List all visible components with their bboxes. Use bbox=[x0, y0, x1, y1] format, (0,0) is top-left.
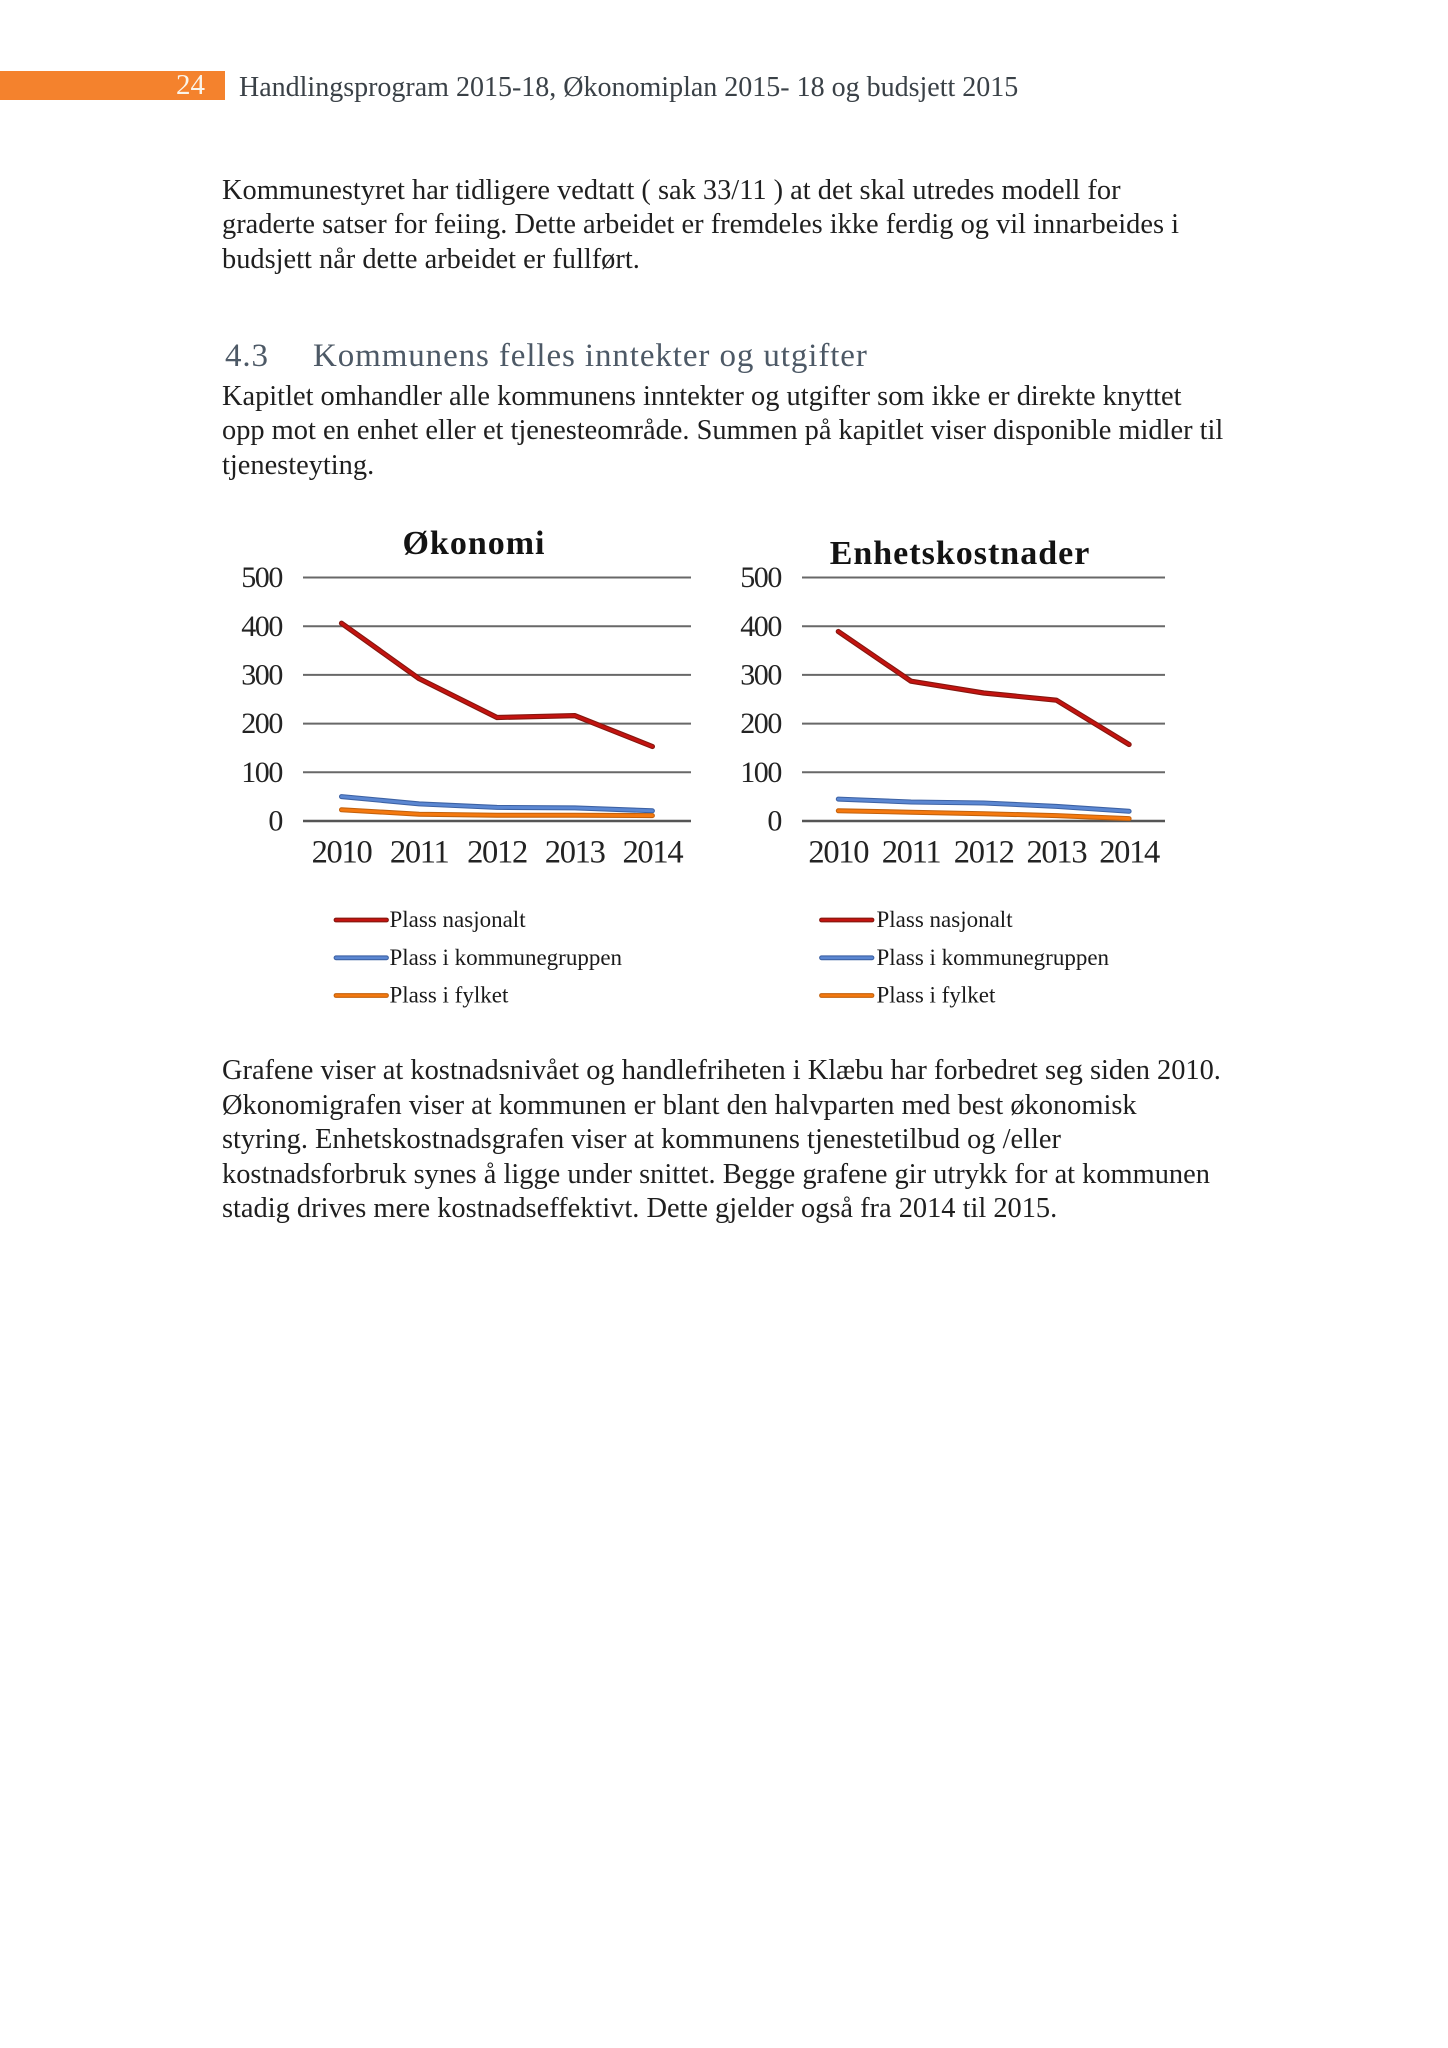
svg-text:Plass i kommunegruppen: Plass i kommunegruppen bbox=[390, 945, 623, 970]
svg-text:Økonomi: Økonomi bbox=[402, 525, 545, 562]
svg-text:2011: 2011 bbox=[882, 835, 941, 871]
svg-text:2014: 2014 bbox=[1099, 835, 1160, 871]
svg-text:100: 100 bbox=[740, 756, 781, 789]
svg-text:300: 300 bbox=[740, 659, 781, 692]
svg-text:500: 500 bbox=[241, 561, 282, 594]
svg-text:2012: 2012 bbox=[467, 835, 527, 871]
svg-text:2014: 2014 bbox=[622, 835, 683, 871]
svg-text:2013: 2013 bbox=[545, 835, 605, 871]
svg-text:2010: 2010 bbox=[808, 835, 869, 871]
svg-text:200: 200 bbox=[241, 707, 282, 740]
svg-text:400: 400 bbox=[740, 610, 781, 643]
svg-text:2010: 2010 bbox=[312, 835, 373, 871]
svg-text:2012: 2012 bbox=[954, 835, 1014, 871]
svg-text:100: 100 bbox=[241, 756, 282, 789]
svg-text:300: 300 bbox=[241, 659, 282, 692]
svg-text:2011: 2011 bbox=[390, 835, 449, 871]
svg-text:Plass i fylket: Plass i fylket bbox=[877, 983, 996, 1008]
svg-text:0: 0 bbox=[268, 805, 282, 838]
svg-text:Plass nasjonalt: Plass nasjonalt bbox=[390, 907, 527, 932]
svg-text:200: 200 bbox=[740, 707, 781, 740]
svg-text:Plass i fylket: Plass i fylket bbox=[390, 983, 509, 1008]
svg-text:0: 0 bbox=[767, 805, 781, 838]
svg-text:500: 500 bbox=[740, 561, 781, 594]
svg-text:Plass i kommunegruppen: Plass i kommunegruppen bbox=[877, 945, 1110, 970]
svg-text:400: 400 bbox=[241, 610, 282, 643]
svg-text:Plass nasjonalt: Plass nasjonalt bbox=[877, 907, 1014, 932]
svg-text:Enhetskostnader: Enhetskostnader bbox=[830, 535, 1091, 572]
svg-text:2013: 2013 bbox=[1026, 835, 1086, 871]
